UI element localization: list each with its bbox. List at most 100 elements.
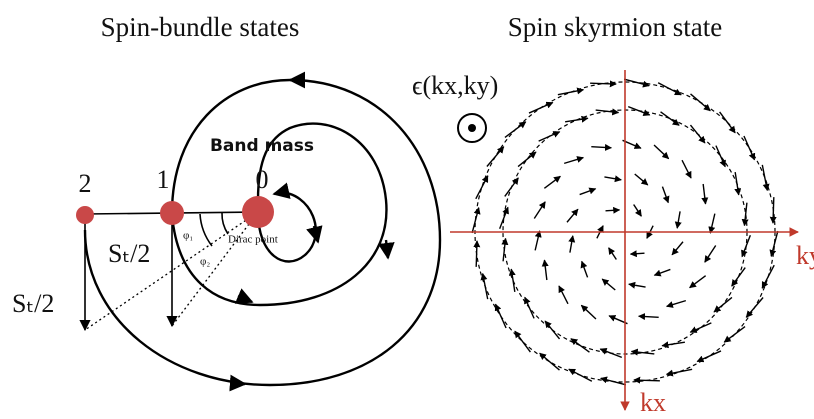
angle-label: φ₂ — [200, 256, 210, 268]
spin-arrow — [704, 245, 717, 263]
spin-arrow — [690, 93, 711, 112]
spin-arrow — [629, 250, 645, 258]
spin-arrow — [653, 144, 670, 160]
spin-arrow — [517, 151, 537, 168]
spin-arrow — [701, 183, 709, 205]
spin-arrow — [723, 326, 746, 343]
spin-arrow — [608, 247, 617, 260]
spin-arrow — [604, 175, 622, 183]
spin-arrow — [514, 330, 531, 353]
spin-arrow — [504, 177, 519, 197]
spin-arrow — [745, 297, 764, 318]
point-label: 2 — [79, 169, 92, 198]
spin-arrow — [689, 275, 707, 289]
arrow — [229, 374, 247, 392]
spin-arrow — [494, 303, 507, 329]
ky-label: ky — [796, 241, 814, 270]
spin-arrow — [628, 281, 646, 289]
spin-arrow — [580, 260, 589, 278]
spin-arrow — [769, 197, 777, 224]
spin-arrow — [713, 296, 733, 313]
right-title: Spin skyrmion state — [508, 12, 723, 42]
spin-arrow — [741, 234, 752, 258]
spin-arrow — [533, 201, 546, 219]
spin-arrow — [528, 101, 554, 114]
middle-orbit — [170, 122, 388, 307]
spin-arrow — [661, 341, 685, 349]
spin-arrow — [708, 213, 716, 234]
arrow — [377, 239, 395, 260]
left-title: Spin-bundle states — [101, 12, 300, 42]
spin-arrow — [696, 350, 722, 363]
spin-arrow — [661, 186, 670, 204]
spin-arrow — [741, 202, 749, 227]
spin-arrow — [568, 235, 576, 253]
spin-arrow — [480, 272, 489, 300]
spin-arrow — [634, 173, 649, 186]
spin-arrow — [601, 278, 616, 291]
spin-arrow — [689, 124, 706, 144]
spin-arrow — [475, 175, 489, 200]
spin-arrow — [534, 230, 542, 251]
inner-orbit — [256, 190, 317, 263]
outer-orbit — [83, 78, 442, 387]
spin-arrow — [734, 172, 742, 196]
spin-arrow — [715, 145, 726, 168]
out-of-plane-symbol — [457, 113, 487, 143]
arrow — [272, 182, 291, 199]
spin-arrow — [580, 304, 597, 320]
spin-arrow — [471, 207, 481, 234]
spin-arrow — [557, 87, 585, 96]
spin-arrow — [638, 313, 659, 321]
spin-arrow — [769, 230, 779, 257]
point-label: 0 — [256, 165, 269, 194]
spin-arrow — [653, 268, 671, 277]
spin-arrow — [660, 111, 680, 126]
spin-arrow — [558, 285, 569, 305]
spin-arrow — [570, 338, 590, 353]
spin-arrow — [541, 259, 549, 281]
point — [160, 201, 184, 225]
spin-arrow — [544, 320, 561, 340]
spin-arrow — [524, 296, 535, 319]
spin-arrow — [731, 267, 746, 287]
spin-arrow — [623, 78, 650, 88]
energy-label: ϵ(kx,ky) — [412, 71, 498, 100]
spin-arrow — [568, 368, 593, 382]
spin-arrow — [630, 348, 655, 356]
point — [76, 206, 94, 224]
spin-arrow — [761, 264, 775, 289]
dirac-label: Dirac point — [228, 234, 278, 246]
spin-arrow — [566, 208, 579, 223]
spin-arrow — [666, 299, 687, 308]
spin-arrow — [538, 131, 561, 142]
spin-arrow — [743, 135, 756, 161]
spin-arrow — [761, 164, 770, 192]
spin-arrow — [674, 211, 682, 229]
spin-arrow — [565, 115, 589, 123]
spin-arrow — [595, 108, 620, 116]
arrow — [306, 225, 323, 244]
spin-arrow — [633, 204, 642, 217]
spin-arrow — [543, 175, 561, 189]
spin-arrow — [719, 111, 736, 134]
out-of-plane-dot — [468, 124, 476, 132]
spin-label: Sₜ/2 — [12, 289, 54, 318]
spin-arrow — [689, 322, 712, 333]
spin-arrow — [657, 82, 682, 96]
spin-arrow — [508, 268, 516, 292]
spin-arrow — [600, 376, 627, 386]
spin-arrow — [504, 121, 527, 138]
spin-label: Sₜ/2 — [108, 239, 150, 268]
angle-label: φ₁ — [183, 230, 193, 242]
spin-arrow — [599, 348, 623, 359]
spin-arrow — [671, 241, 684, 256]
spin-arrow — [563, 156, 584, 165]
kx-label: kx — [640, 388, 666, 417]
band-mass: Band mass — [210, 136, 314, 156]
point-label: 1 — [157, 165, 170, 194]
spin-arrow — [498, 206, 509, 230]
spin-arrow — [633, 376, 660, 384]
angle-arc — [199, 213, 213, 247]
